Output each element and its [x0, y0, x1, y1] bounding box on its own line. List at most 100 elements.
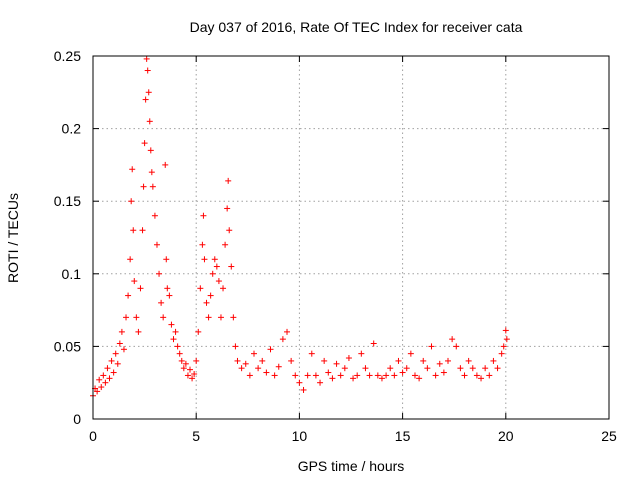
data-point [96, 376, 103, 383]
data-point [184, 372, 191, 379]
data-point [391, 372, 398, 379]
data-point [193, 357, 200, 364]
data-point [147, 147, 154, 154]
data-point [228, 263, 235, 270]
grid [93, 56, 609, 419]
data-point [478, 375, 485, 382]
data-point [503, 336, 510, 343]
data-point [168, 321, 175, 328]
data-point [374, 372, 381, 379]
data-point [178, 357, 185, 364]
data-point [482, 365, 489, 372]
x-tick-label: 0 [89, 428, 97, 444]
y-tick-label: 0.15 [54, 193, 81, 209]
horizontal-gridlines [93, 128, 609, 347]
data-point [106, 375, 113, 382]
data-point [312, 372, 319, 379]
data-point [224, 205, 231, 212]
data-point [143, 55, 150, 62]
data-point [399, 369, 406, 376]
data-point [440, 369, 447, 376]
data-point [139, 227, 146, 234]
data-point [341, 365, 348, 372]
data-point [259, 357, 266, 364]
y-axis-label: ROTI / TECUs [5, 193, 21, 283]
data-point [127, 256, 134, 263]
x-tick-label: 5 [192, 428, 200, 444]
data-point [128, 198, 135, 205]
data-point [98, 384, 105, 391]
data-point [395, 357, 402, 364]
data-point [457, 365, 464, 372]
data-point [120, 346, 127, 353]
data-point [271, 372, 278, 379]
data-point [292, 372, 299, 379]
data-point [160, 314, 167, 321]
y-tick-label: 0.05 [54, 338, 81, 354]
data-point [424, 365, 431, 372]
data-point [279, 336, 286, 343]
chart-title: Day 037 of 2016, Rate Of TEC Index for r… [190, 19, 523, 35]
data-point [486, 372, 493, 379]
data-point [238, 365, 245, 372]
data-point [201, 256, 208, 263]
data-point [203, 299, 210, 306]
y-tick-label: 0.25 [54, 48, 81, 64]
data-point [110, 369, 117, 376]
data-point [131, 278, 138, 285]
data-point [304, 372, 311, 379]
data-point [296, 379, 303, 386]
data-point [222, 241, 229, 248]
data-point [263, 369, 270, 376]
data-point [436, 360, 443, 367]
data-point [135, 328, 142, 335]
data-point [176, 350, 183, 357]
data-point [142, 96, 149, 103]
data-point [308, 350, 315, 357]
data-point [209, 270, 216, 277]
data-point [358, 350, 365, 357]
data-point [153, 241, 160, 248]
data-point [333, 360, 340, 367]
data-point [354, 372, 361, 379]
data-point [189, 375, 196, 382]
data-point [403, 365, 410, 372]
data-point [197, 285, 204, 292]
data-point [428, 343, 435, 350]
data-point [123, 314, 130, 321]
data-point [129, 166, 136, 173]
data-point [378, 375, 385, 382]
data-point [329, 375, 336, 382]
data-point [200, 212, 207, 219]
data-point [162, 161, 169, 168]
data-point [490, 357, 497, 364]
data-point [205, 314, 212, 321]
data-point [166, 292, 173, 299]
data-point [337, 372, 344, 379]
data-point [215, 278, 222, 285]
data-point [370, 340, 377, 347]
data-point [130, 227, 137, 234]
data-point [187, 366, 194, 373]
data-point [156, 270, 163, 277]
data-point [411, 372, 418, 379]
data-point [465, 357, 472, 364]
data-point [100, 372, 107, 379]
y-tick-label: 0.1 [62, 266, 82, 282]
data-point [255, 365, 262, 372]
data-point [199, 241, 206, 248]
data-point [325, 369, 332, 376]
data-point [172, 328, 179, 335]
data-point [114, 360, 121, 367]
data-point [246, 372, 253, 379]
data-point [461, 372, 468, 379]
data-point [108, 357, 115, 364]
data-point [141, 140, 148, 147]
data-point [242, 360, 249, 367]
data-point [164, 285, 171, 292]
x-tick-label: 20 [498, 428, 514, 444]
data-point [225, 177, 232, 184]
data-point [145, 89, 152, 96]
data-point [182, 360, 189, 367]
